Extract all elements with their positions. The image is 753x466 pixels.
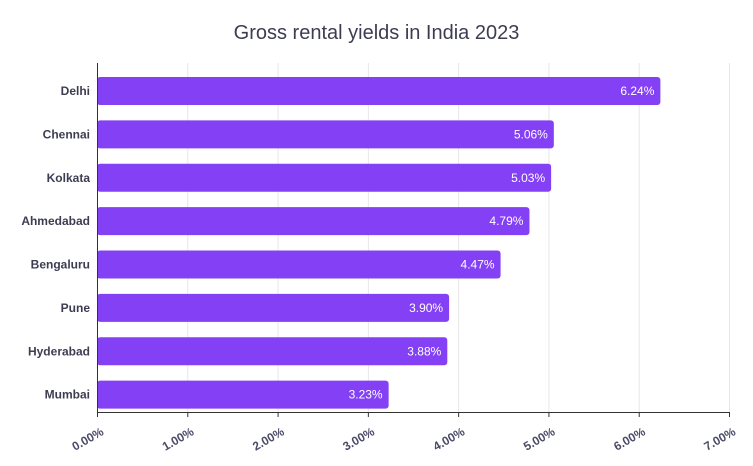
bar xyxy=(97,163,552,192)
x-tick-label: 7.00% xyxy=(702,424,739,453)
bar xyxy=(97,207,530,236)
category-label: Ahmedabad xyxy=(21,214,90,228)
x-tick-label: 1.00% xyxy=(160,424,197,453)
x-tick-label: 6.00% xyxy=(611,424,648,453)
category-label: Delhi xyxy=(61,84,90,98)
x-tick-label: 2.00% xyxy=(250,424,287,453)
category-label: Kolkata xyxy=(47,171,91,185)
bar xyxy=(97,293,450,322)
x-tick-label: 4.00% xyxy=(431,424,468,453)
data-label: 3.23% xyxy=(349,388,383,402)
data-label: 3.88% xyxy=(407,344,441,358)
bar xyxy=(97,77,661,105)
category-label: Bengaluru xyxy=(31,258,90,272)
data-label: 5.06% xyxy=(514,127,548,141)
category-label: Chennai xyxy=(43,127,90,141)
bar xyxy=(97,120,554,149)
bar xyxy=(97,337,448,366)
data-label: 4.47% xyxy=(461,258,495,272)
x-tick-label: 3.00% xyxy=(340,424,377,453)
x-tick-label: 5.00% xyxy=(521,424,558,453)
x-tick-label: 0.00% xyxy=(70,424,107,453)
data-label: 6.24% xyxy=(620,84,654,98)
data-label: 5.03% xyxy=(511,171,545,185)
bar xyxy=(97,250,501,279)
bar xyxy=(97,380,389,409)
category-label: Mumbai xyxy=(45,388,90,402)
data-label: 3.90% xyxy=(409,301,443,315)
category-label: Pune xyxy=(61,301,91,315)
data-label: 4.79% xyxy=(489,214,523,228)
category-label: Hyderabad xyxy=(28,344,90,358)
chart-title: Gross rental yields in India 2023 xyxy=(233,22,520,44)
